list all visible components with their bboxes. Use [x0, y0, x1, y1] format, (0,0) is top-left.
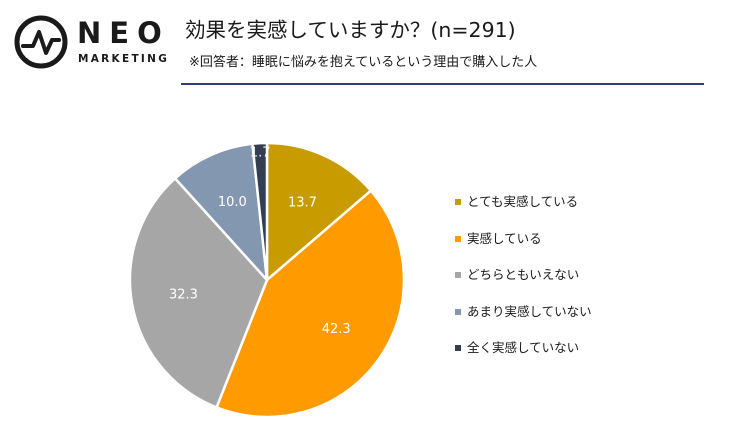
- pulse-circle-icon: [14, 15, 68, 69]
- pie-slice: [173, 142, 269, 282]
- pie-slice: [251, 141, 269, 282]
- slice-value-label: 13.7: [288, 195, 317, 210]
- legend-label: 実感している: [467, 230, 542, 246]
- legend-label: とても実感している: [467, 194, 579, 209]
- slice-value-label: 42.3: [322, 322, 351, 337]
- pie-slice: [265, 141, 373, 282]
- legend-swatch: [455, 199, 461, 205]
- brand-logo: NEO MARKETING: [14, 13, 174, 73]
- legend-swatch: [455, 272, 461, 278]
- brand-name: NEO: [77, 16, 170, 50]
- legend-swatch: [455, 345, 461, 351]
- legend-swatch: [455, 308, 461, 315]
- brand-sub: MARKETING: [78, 53, 170, 65]
- pie-slice: [215, 189, 406, 419]
- slice-value-label: 32.3: [169, 288, 198, 303]
- slice-value-label: 1.7: [250, 145, 271, 160]
- legend-swatch: [455, 235, 461, 242]
- chart-title: 効果を実感していますか？(n=291): [185, 18, 516, 42]
- title-divider: [181, 83, 704, 85]
- chart-subtitle: ※回答者：睡眠に悩みを抱えているという理由で購入した人: [189, 55, 538, 70]
- slice-value-label: 10.0: [218, 195, 247, 210]
- legend-label: 全く実感していない: [467, 340, 580, 355]
- pie-slice: [128, 177, 269, 409]
- legend-label: どちらともいえない: [467, 267, 580, 282]
- legend-label: あまり実感していない: [467, 303, 592, 319]
